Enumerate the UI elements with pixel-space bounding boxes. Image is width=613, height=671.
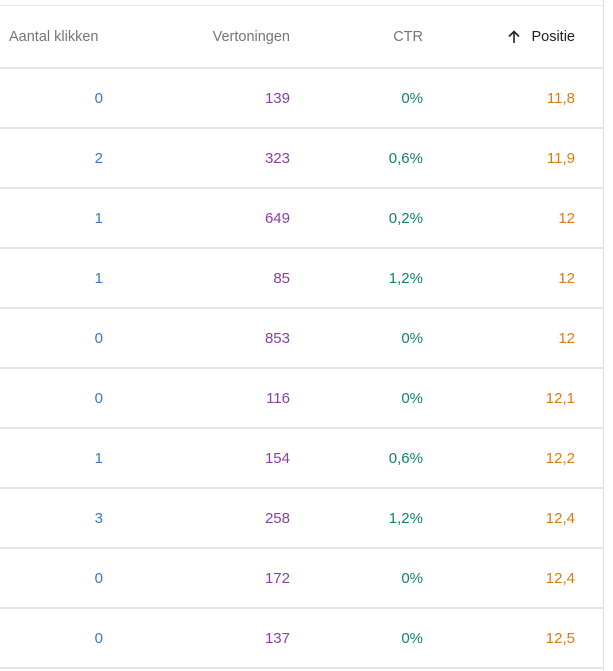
cell-clicks: 1 — [94, 449, 103, 467]
cell-impressions: 139 — [264, 89, 290, 107]
arrow-up-icon — [507, 29, 521, 44]
cell-clicks: 0 — [94, 569, 103, 587]
cell-impressions: 154 — [264, 449, 290, 467]
cell-ctr: 0,6% — [388, 149, 423, 167]
cell-ctr: 0,6% — [388, 449, 423, 467]
cell-clicks: 1 — [94, 269, 103, 287]
cell-position: 12,4 — [545, 509, 575, 527]
cell-position: 12,2 — [545, 449, 575, 467]
cell-impressions: 85 — [273, 269, 290, 287]
table-row[interactable]: 0 139 0% 11,8 — [0, 69, 604, 129]
cell-clicks: 2 — [94, 149, 103, 167]
cell-ctr: 1,2% — [388, 509, 423, 527]
cell-impressions: 323 — [264, 149, 290, 167]
table-header-row: Aantal klikken Vertoningen CTR Positie — [0, 6, 604, 69]
cell-ctr: 1,2% — [388, 269, 423, 287]
cell-clicks: 0 — [94, 89, 103, 107]
column-header-position-label: Positie — [531, 28, 575, 45]
column-header-ctr[interactable]: CTR — [300, 6, 423, 67]
cell-ctr: 0,2% — [388, 209, 423, 227]
column-header-ctr-label: CTR — [393, 28, 423, 45]
table-row[interactable]: 0 172 0% 12,4 — [0, 549, 604, 609]
cell-clicks: 0 — [94, 329, 103, 347]
cell-position: 12,4 — [545, 569, 575, 587]
column-header-position[interactable]: Positie — [430, 6, 575, 67]
table-row[interactable]: 2 323 0,6% 11,9 — [0, 129, 604, 189]
cell-position: 12 — [558, 329, 575, 347]
cell-ctr: 0% — [401, 389, 423, 407]
column-header-impressions-label: Vertoningen — [212, 28, 290, 45]
cell-clicks: 0 — [94, 629, 103, 647]
cell-ctr: 0% — [401, 629, 423, 647]
column-header-impressions[interactable]: Vertoningen — [110, 6, 290, 67]
cell-clicks: 3 — [94, 509, 103, 527]
cell-impressions: 258 — [264, 509, 290, 527]
table-row[interactable]: 1 85 1,2% 12 — [0, 249, 604, 309]
cell-clicks: 0 — [94, 389, 103, 407]
cell-impressions: 172 — [264, 569, 290, 587]
cell-ctr: 0% — [401, 569, 423, 587]
cell-impressions: 649 — [264, 209, 290, 227]
cell-position: 11,8 — [546, 89, 575, 107]
cell-impressions: 137 — [264, 629, 290, 647]
table-row[interactable]: 0 137 0% 12,5 — [0, 609, 604, 669]
cell-ctr: 0% — [401, 89, 423, 107]
cell-position: 12,1 — [545, 389, 575, 407]
cell-impressions: 116 — [266, 389, 290, 407]
cell-position: 11,9 — [546, 149, 575, 167]
table-row[interactable]: 0 116 0% 12,1 — [0, 369, 604, 429]
cell-ctr: 0% — [401, 329, 423, 347]
table-row[interactable]: 1 154 0,6% 12,2 — [0, 429, 604, 489]
column-header-clicks-label: Aantal klikken — [9, 28, 99, 45]
table-top-border — [0, 5, 604, 6]
column-header-clicks[interactable]: Aantal klikken — [9, 6, 98, 67]
table-row[interactable]: 0 853 0% 12 — [0, 309, 604, 369]
cell-position: 12,5 — [545, 629, 575, 647]
cell-impressions: 853 — [264, 329, 290, 347]
table-row[interactable]: 3 258 1,2% 12,4 — [0, 489, 604, 549]
table-row[interactable]: 1 649 0,2% 12 — [0, 189, 604, 249]
cell-position: 12 — [558, 269, 575, 287]
cell-clicks: 1 — [94, 209, 103, 227]
cell-position: 12 — [558, 209, 575, 227]
